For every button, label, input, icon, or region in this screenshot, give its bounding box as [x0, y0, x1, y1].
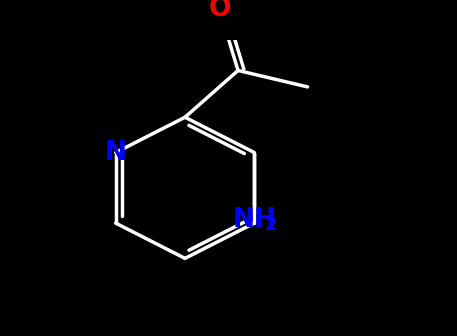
Text: N: N	[105, 139, 127, 166]
Text: NH: NH	[232, 207, 276, 233]
Text: O: O	[208, 0, 231, 22]
Text: 2: 2	[265, 216, 277, 234]
